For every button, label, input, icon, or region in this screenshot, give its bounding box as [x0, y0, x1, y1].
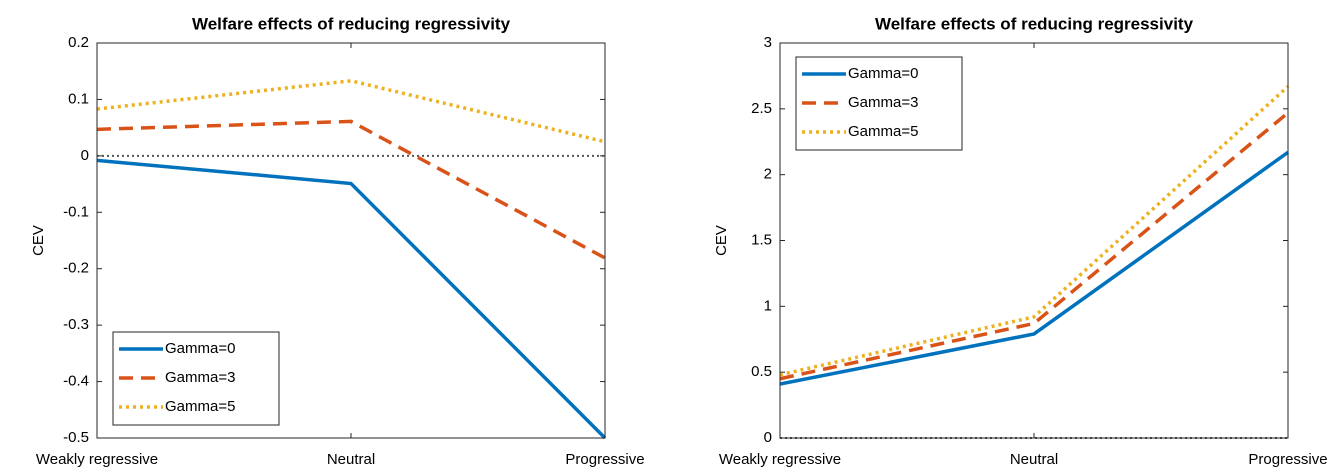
chart-title: Welfare effects of reducing regressivity — [192, 14, 511, 33]
x-tick-label: Progressive — [1248, 451, 1327, 468]
y-tick-label: 1 — [764, 297, 772, 314]
x-tick-label: Neutral — [327, 451, 375, 468]
x-tick-label: Progressive — [565, 451, 644, 468]
y-tick-label: -0.1 — [63, 203, 89, 220]
y-tick-label: 0 — [81, 147, 89, 164]
legend-label: Gamma=3 — [165, 369, 235, 386]
y-tick-label: -0.4 — [63, 373, 89, 390]
series-line — [96, 119, 606, 260]
x-tick-label: Weakly regressive — [719, 451, 841, 468]
y-tick-label: 0.2 — [68, 34, 89, 51]
y-axis-label: CEV — [30, 225, 47, 256]
x-tick-label: Weakly regressive — [36, 451, 158, 468]
x-tick-label: Neutral — [1010, 451, 1058, 468]
legend-label: Gamma=0 — [848, 65, 918, 82]
y-tick-label: 2 — [764, 166, 772, 183]
series-line — [96, 79, 606, 144]
series-line — [779, 85, 1290, 377]
legend-label: Gamma=5 — [165, 398, 235, 415]
axes-box — [96, 42, 606, 439]
y-tick-label: 2.5 — [751, 100, 772, 117]
y-tick-label: 0.5 — [751, 363, 772, 380]
series-line — [96, 158, 607, 440]
legend-label: Gamma=0 — [165, 340, 235, 357]
y-tick-label: -0.3 — [63, 316, 89, 333]
y-axis-label: CEV — [713, 225, 730, 256]
series-line — [779, 150, 1290, 386]
legend-label: Gamma=5 — [848, 123, 918, 140]
axes-box — [779, 42, 1289, 439]
y-tick-label: -0.2 — [63, 260, 89, 277]
y-tick-label: -0.5 — [63, 429, 89, 446]
y-tick-label: 1.5 — [751, 231, 772, 248]
y-tick-label: 0 — [764, 429, 772, 446]
legend-label: Gamma=3 — [848, 94, 918, 111]
y-tick-label: 3 — [764, 34, 772, 51]
chart-title: Welfare effects of reducing regressivity — [875, 14, 1194, 33]
y-tick-label: 0.1 — [68, 90, 89, 107]
